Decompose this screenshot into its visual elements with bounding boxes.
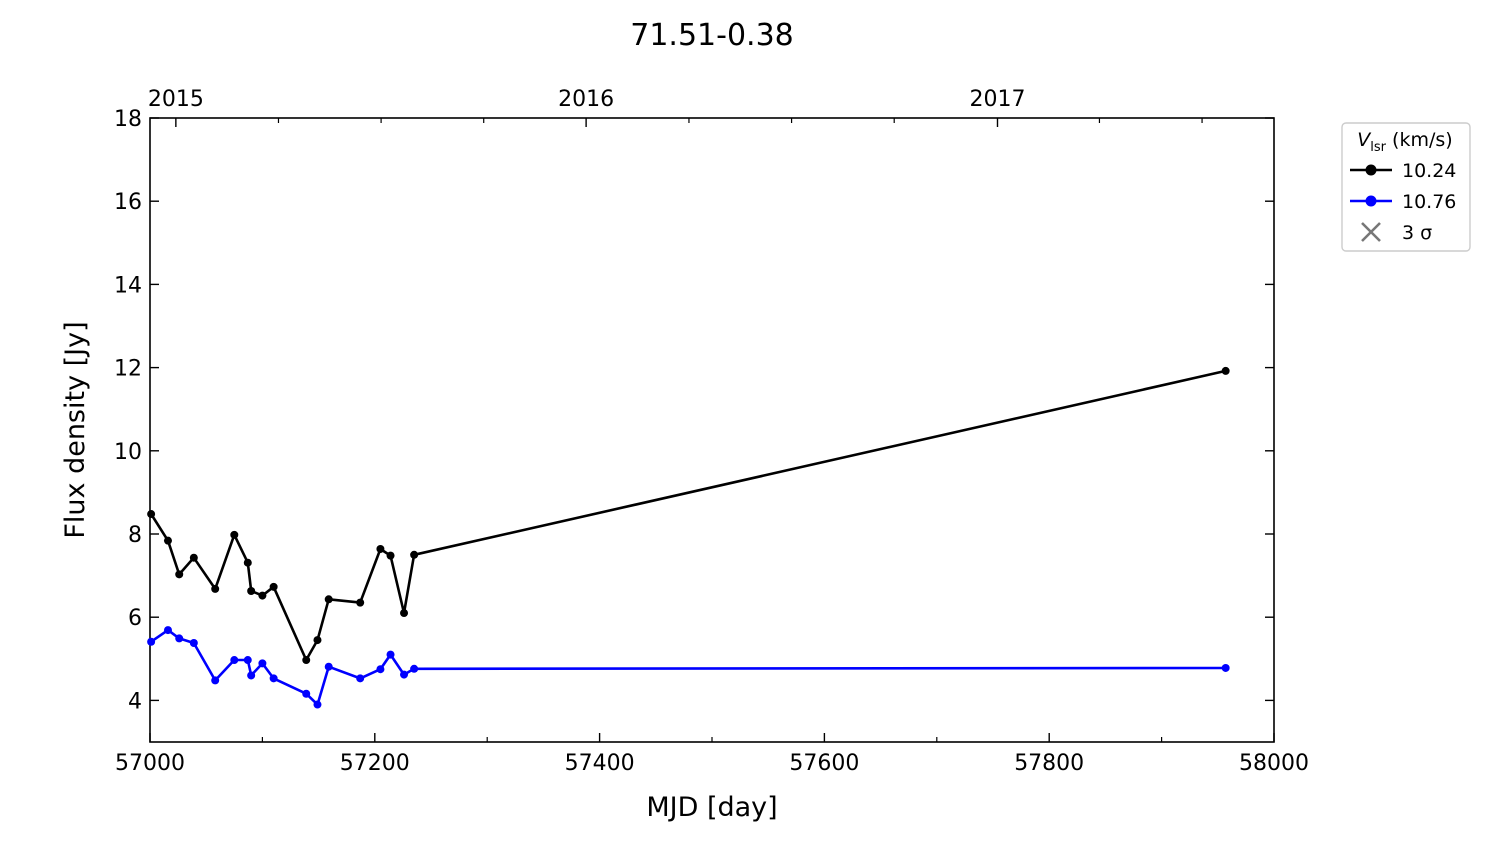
x-tick-label: 57400 <box>565 751 635 776</box>
data-point <box>243 558 252 567</box>
data-point <box>247 586 256 595</box>
data-point <box>410 664 419 673</box>
legend-title-unit: (km/s) <box>1386 129 1453 151</box>
data-point <box>1221 366 1230 375</box>
data-point <box>356 674 365 683</box>
data-point <box>386 650 395 659</box>
legend-label: 10.24 <box>1402 160 1456 182</box>
data-point <box>400 670 409 679</box>
data-point <box>258 591 267 600</box>
legend-title: Vlsr (km/s) <box>1357 129 1452 155</box>
top-year-label: 2015 <box>148 87 204 112</box>
data-point <box>258 659 267 668</box>
x-tick-label: 57200 <box>340 751 410 776</box>
y-tick-label: 10 <box>114 440 142 465</box>
data-point <box>386 551 395 560</box>
legend-entries: 10.24 10.76 3 σ <box>1350 160 1456 244</box>
series-layer <box>147 366 1230 709</box>
data-point <box>356 598 365 607</box>
legend-marker <box>1365 164 1377 176</box>
y-tick-label: 16 <box>114 190 142 215</box>
data-point <box>147 510 156 519</box>
x-tick-label: 57000 <box>115 751 185 776</box>
series-line <box>150 369 1226 662</box>
legend-title-subscript: lsr <box>1370 140 1386 155</box>
data-point <box>313 700 322 709</box>
data-point <box>376 544 385 553</box>
data-point <box>324 595 333 604</box>
y-tick-label: 8 <box>128 523 142 548</box>
data-point <box>189 638 198 647</box>
data-point <box>269 674 278 683</box>
data-point <box>400 609 409 618</box>
data-point <box>1221 663 1230 672</box>
top-year-label: 2016 <box>558 87 614 112</box>
data-point <box>230 656 239 665</box>
data-point <box>302 689 311 698</box>
series-line <box>150 628 1226 706</box>
data-point <box>324 662 333 671</box>
data-point <box>211 584 220 593</box>
data-point <box>269 582 278 591</box>
x-tick-label: 58000 <box>1239 751 1309 776</box>
plot-frame <box>149 117 1275 743</box>
y-axis-label: Flux density [Jy] <box>60 321 91 538</box>
data-point <box>211 676 220 685</box>
data-point <box>410 550 419 559</box>
data-point <box>230 530 239 539</box>
axis-ticks: 57000 57200 57400 57600 57800 58000 4 6 8 10 12 14 1… <box>114 87 1309 776</box>
data-point <box>247 671 256 680</box>
x-tick-label: 57600 <box>789 751 859 776</box>
data-point <box>175 570 184 579</box>
y-tick-label: 12 <box>114 357 142 382</box>
y-tick-label: 18 <box>114 107 142 132</box>
y-tick-label: 14 <box>114 273 142 298</box>
legend-x-marker-b <box>1361 222 1381 242</box>
legend-title-symbol: V <box>1357 129 1372 151</box>
data-point <box>243 656 252 665</box>
legend-box <box>1341 122 1471 252</box>
data-point <box>302 656 311 665</box>
data-point <box>163 536 172 545</box>
data-point <box>189 553 198 562</box>
chart-title: 71.51-0.38 <box>630 18 794 53</box>
legend-marker <box>1365 195 1377 207</box>
x-axis-label: MJD [day] <box>646 792 777 823</box>
legend: Vlsr (km/s) 10.24 10.76 3 σ <box>1341 122 1471 252</box>
data-point <box>147 637 156 646</box>
x-tick-label: 57800 <box>1014 751 1084 776</box>
data-point <box>175 634 184 643</box>
y-tick-label: 4 <box>128 689 142 714</box>
data-point <box>163 626 172 635</box>
legend-label: 3 σ <box>1402 222 1432 244</box>
y-tick-label: 6 <box>128 606 142 631</box>
top-year-label: 2017 <box>969 87 1025 112</box>
legend-label: 10.76 <box>1402 191 1456 213</box>
data-point <box>376 665 385 674</box>
data-point <box>313 636 322 645</box>
